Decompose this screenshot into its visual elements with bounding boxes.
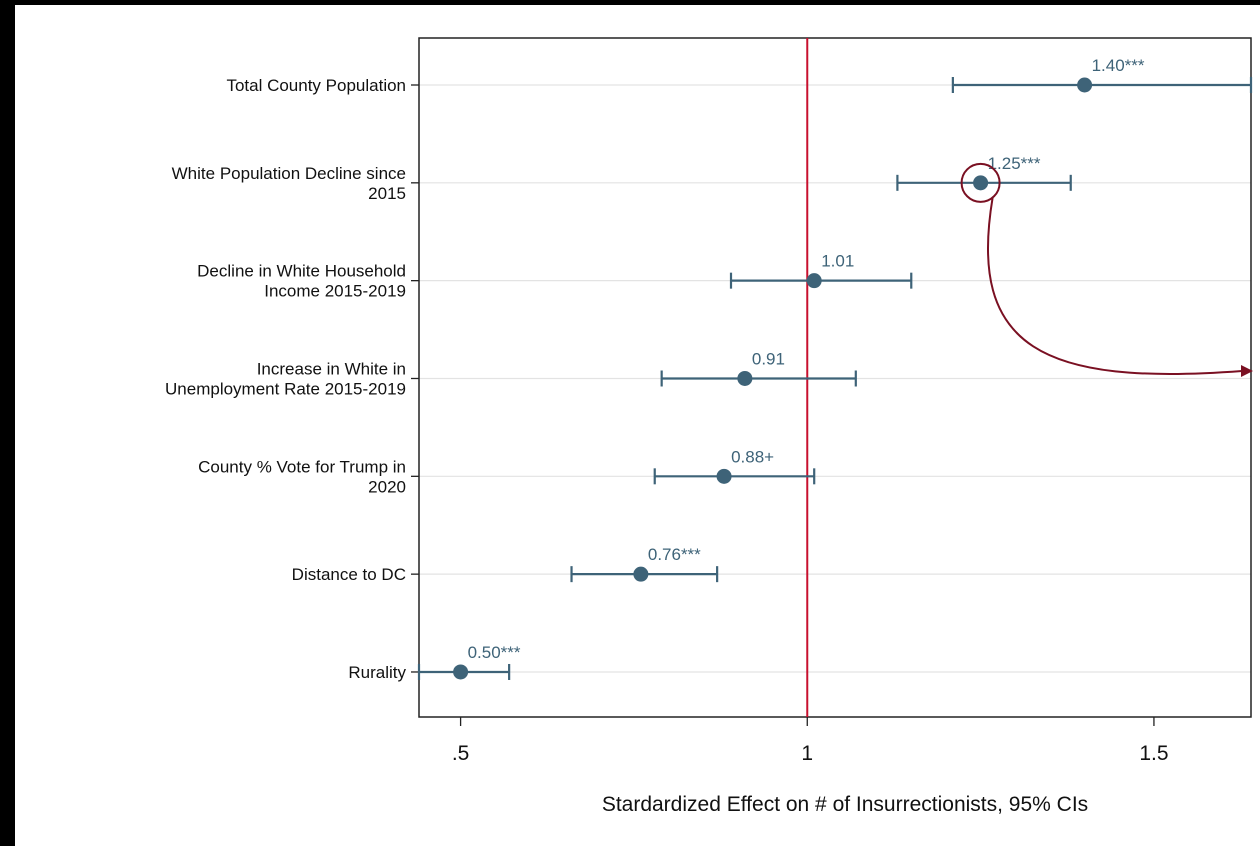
data-label: 0.88+	[731, 447, 774, 466]
data-label: 1.01	[821, 252, 854, 271]
y-category-label: Unemployment Rate 2015-2019	[165, 379, 406, 398]
annotation-arrowhead	[1241, 365, 1253, 377]
y-category-label: 2015	[368, 184, 406, 203]
y-category-label: White Population Decline since	[172, 164, 406, 183]
y-category-label: Decline in White Household	[197, 262, 406, 281]
estimate-point	[973, 175, 989, 191]
y-category-label: 2020	[368, 477, 406, 496]
y-category-label: Distance to DC	[292, 565, 406, 584]
estimate-point	[453, 664, 469, 680]
data-label: 0.50***	[468, 643, 521, 662]
plot-frame	[418, 37, 1252, 718]
estimate-point	[716, 468, 732, 484]
data-label: 1.25***	[988, 154, 1041, 173]
x-tick-label: .5	[452, 742, 470, 765]
highlight-circle	[960, 162, 1001, 203]
data-label: 1.40***	[1092, 56, 1145, 75]
x-tick-label: 1.5	[1139, 742, 1168, 765]
chart-panel: .5 1 1.5 Total County Population White Popul…	[15, 5, 1260, 846]
y-category-label: County % Vote for Trump in	[198, 457, 406, 476]
y-category-label: Increase in White in	[257, 359, 406, 378]
annotation-arrow	[987, 197, 1243, 376]
x-axis-title: Stardardized Effect on # of Insurrection…	[602, 793, 1088, 816]
estimate-point	[806, 273, 822, 289]
y-category-label: Income 2015-2019	[264, 282, 406, 301]
y-category-label: Total County Population	[226, 76, 406, 95]
data-label: 0.91	[752, 349, 785, 368]
estimate-point	[737, 370, 753, 386]
coefficient-plot: .5 1 1.5 Total County Population White Popul…	[165, 37, 1253, 816]
x-tick-label: 1	[801, 742, 813, 765]
y-category-label: Rurality	[348, 663, 406, 682]
estimate-point	[633, 566, 649, 582]
estimate-point	[1077, 77, 1093, 93]
data-label: 0.76***	[648, 545, 701, 564]
